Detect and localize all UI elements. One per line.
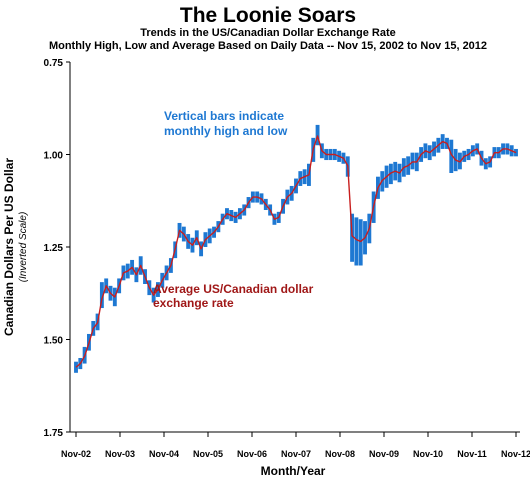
annotation-average: Average US/Canadian dollar exchange rate <box>153 282 314 310</box>
range-bar <box>99 282 104 309</box>
range-bar <box>410 152 415 170</box>
range-bar <box>350 213 355 262</box>
y-tick-label: 1.75 <box>44 428 64 439</box>
x-tick-label: Nov-10 <box>413 449 443 459</box>
x-ticks: Nov-02 Nov-03 Nov-04 Nov-05 Nov-06 Nov-07 Nov-… <box>61 432 530 459</box>
chart-subtitle-1: Trends in the US/Canadian Dollar Exchang… <box>140 27 396 39</box>
average-line <box>75 135 517 368</box>
x-tick-label: Nov-02 <box>61 449 91 459</box>
x-tick-label: Nov-06 <box>237 449 267 459</box>
x-tick-label: Nov-08 <box>325 449 355 459</box>
y-tick-label: 1.00 <box>44 151 64 162</box>
y-tick-label: 1.50 <box>44 336 64 347</box>
x-tick-label: Nov-03 <box>105 449 135 459</box>
range-bars <box>74 124 518 373</box>
range-bar <box>358 219 363 266</box>
x-tick-label: Nov-09 <box>369 449 399 459</box>
x-tick-label: Nov-12 <box>501 449 530 459</box>
x-tick-label: Nov-05 <box>193 449 223 459</box>
y-axis-title: Canadian Dollars Per US Dollar <box>2 158 16 336</box>
chart-subtitle-2: Monthly High, Low and Average Based on D… <box>49 40 487 52</box>
annotation-average-line-1: Average US/Canadian dollar <box>153 282 314 296</box>
y-tick-label: 1.25 <box>44 243 64 254</box>
plot-area: 0.751.001.251.501.75 Nov-02 Nov-03 Nov-04 N… <box>44 58 530 459</box>
annotation-range-bars-line-1: Vertical bars indicate <box>164 109 284 123</box>
y-ticks: 0.75 1.00 1.25 1.50 1.75 <box>44 58 70 439</box>
range-bar <box>315 124 320 146</box>
annotation-range-bars: Vertical bars indicate monthly high and … <box>164 109 288 138</box>
range-bar <box>354 217 359 266</box>
x-tick-label: Nov-11 <box>457 449 487 459</box>
x-tick-label: Nov-04 <box>149 449 179 459</box>
range-bar <box>388 163 393 185</box>
y-axis-scale-note: (Inverted Scale) <box>18 212 29 283</box>
x-axis-title: Month/Year <box>261 464 326 478</box>
chart-title: The Loonie Soars <box>180 4 356 27</box>
y-tick-label: 0.75 <box>44 58 64 69</box>
annotation-range-bars-line-2: monthly high and low <box>164 124 288 138</box>
annotation-average-line-2: exchange rate <box>153 296 234 310</box>
x-tick-label: Nov-07 <box>281 449 311 459</box>
range-bar <box>449 139 454 173</box>
